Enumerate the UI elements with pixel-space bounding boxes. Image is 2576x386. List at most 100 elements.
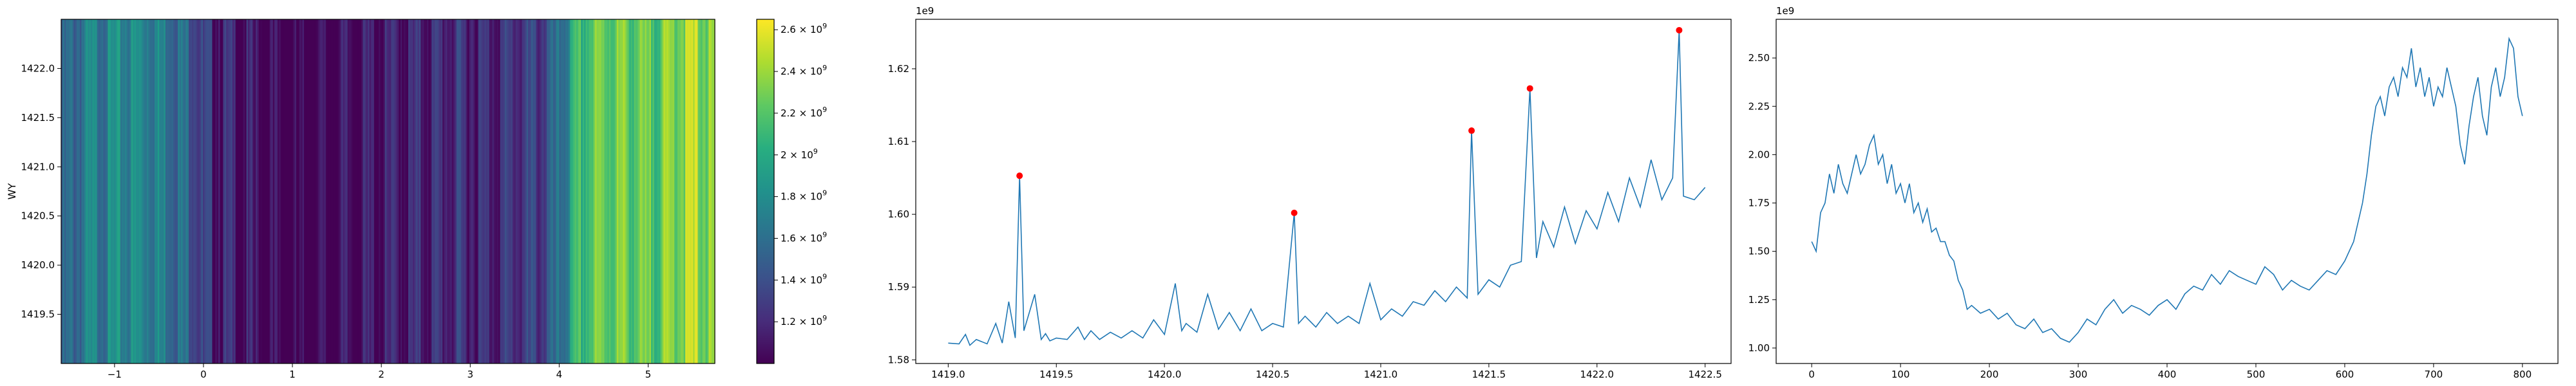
heatmap-column: [540, 19, 543, 363]
heatmap-column: [579, 19, 582, 363]
heatmap-column: [175, 19, 177, 363]
heatmap-column: [248, 19, 251, 363]
heatmap-column: [623, 19, 625, 363]
heatmap-column: [676, 19, 678, 363]
heatmap-column: [129, 19, 132, 363]
heatmap-column: [419, 19, 421, 363]
heatmap-column: [215, 19, 218, 363]
colorbar-gradient: [757, 19, 774, 363]
heatmap-column: [493, 19, 496, 363]
heatmap-column: [417, 19, 420, 363]
heatmap-column: [200, 19, 202, 363]
heatmap-column: [455, 19, 457, 363]
colorbar-frame: [756, 19, 775, 364]
heatmap-column: [224, 19, 227, 363]
heatmap-column: [683, 19, 686, 363]
heatmap-column: [268, 19, 270, 363]
colorbar-tick-label: 2.4 × 109: [781, 64, 827, 77]
heatmap-column: [437, 19, 440, 363]
heatmap-column: [77, 19, 79, 363]
heatmap-column: [283, 19, 286, 363]
heatmap-column: [526, 19, 529, 363]
series-y-tick-label: 1.00: [1748, 342, 1770, 354]
heatmap-column: [615, 19, 618, 363]
heatmap-column: [238, 19, 241, 363]
heatmap-column: [377, 19, 379, 363]
peaks-x-tick-label: 1419.5: [1039, 369, 1074, 380]
colorbar-tick-mantissa: 2.2 ×: [781, 107, 810, 119]
heatmap-column: [704, 19, 706, 363]
heatmap-column: [155, 19, 157, 363]
heatmap-column: [366, 19, 368, 363]
peaks-line-panel: 1419.0 1419.5 1420.0 1420.5 1421.0 1421.5 1422…: [888, 5, 1732, 380]
heatmap-column: [394, 19, 397, 363]
heatmap-column: [374, 19, 376, 363]
heatmap-column: [89, 19, 91, 363]
heatmap-column: [624, 19, 627, 363]
heatmap-column: [164, 19, 166, 363]
heatmap-column: [288, 19, 290, 363]
heatmap-column: [156, 19, 158, 363]
peaks-y-tick-label: 1.62: [888, 63, 909, 75]
colorbar-tick-label: 1.8 × 109: [781, 189, 827, 203]
heatmap-column: [522, 19, 524, 363]
heatmap-column: [458, 19, 460, 363]
heatmap-column: [123, 19, 126, 363]
heatmap-column: [576, 19, 578, 363]
peaks-x-axis: 1419.0 1419.5 1420.0 1420.5 1421.0 1421.5 1422…: [931, 363, 1722, 380]
heatmap-column: [451, 19, 454, 363]
heatmap-column: [582, 19, 585, 363]
heatmap-column: [66, 19, 68, 363]
heatmap-column: [504, 19, 507, 363]
heatmap-column: [142, 19, 144, 363]
heatmap-column: [258, 19, 261, 363]
heatmap-column: [240, 19, 242, 363]
heatmap-column: [607, 19, 610, 363]
heatmap-column: [198, 19, 200, 363]
heatmap-column: [260, 19, 263, 363]
heatmap-column: [293, 19, 296, 363]
heatmap-column: [363, 19, 365, 363]
heatmap-column: [585, 19, 588, 363]
heatmap-column: [386, 19, 389, 363]
heatmap-column: [101, 19, 104, 363]
heatmap-column: [187, 19, 189, 363]
heatmap-column: [157, 19, 160, 363]
colorbar-tick-mantissa: 2.4 ×: [781, 66, 810, 77]
heatmap-column: [498, 19, 501, 363]
heatmap-column: [285, 19, 288, 363]
heatmap-column: [445, 19, 448, 363]
heatmap-column: [425, 19, 428, 363]
heatmap-column: [234, 19, 236, 363]
heatmap-column: [640, 19, 643, 363]
peaks-series-line: [948, 30, 1706, 347]
heatmap-y-axis-label: WY: [6, 183, 18, 199]
heatmap-column: [246, 19, 249, 363]
heatmap-column: [489, 19, 491, 363]
heatmap-column: [276, 19, 278, 363]
heatmap-column: [428, 19, 431, 363]
heatmap-panel: −1 0 1 2 3 4 5 1419.51420.01420.51421.01421.51…: [6, 19, 715, 380]
heatmap-column: [616, 19, 619, 363]
heatmap-column: [469, 19, 471, 363]
peaks-x-tick-label: 1422.5: [1688, 369, 1722, 380]
colorbar-tick-base: 10: [810, 316, 822, 327]
colorbar-tick-mantissa: 2.6 ×: [781, 24, 810, 35]
heatmap-column: [149, 19, 152, 363]
heatmap-column: [333, 19, 336, 363]
heatmap-column: [344, 19, 346, 363]
series-line: [1811, 37, 2523, 343]
heatmap-column: [467, 19, 469, 363]
heatmap-x-tick-label: 5: [645, 369, 652, 380]
heatmap-column: [108, 19, 110, 363]
heatmap-column: [406, 19, 409, 363]
series-y-tick-label: 2.00: [1748, 149, 1770, 160]
heatmap-column: [324, 19, 327, 363]
heatmap-y-tick-label: 1420.0: [21, 259, 55, 271]
heatmap-column: [405, 19, 408, 363]
heatmap-column: [131, 19, 133, 363]
heatmap-column: [216, 19, 219, 363]
heatmap-column: [242, 19, 244, 363]
heatmap-column: [122, 19, 124, 363]
